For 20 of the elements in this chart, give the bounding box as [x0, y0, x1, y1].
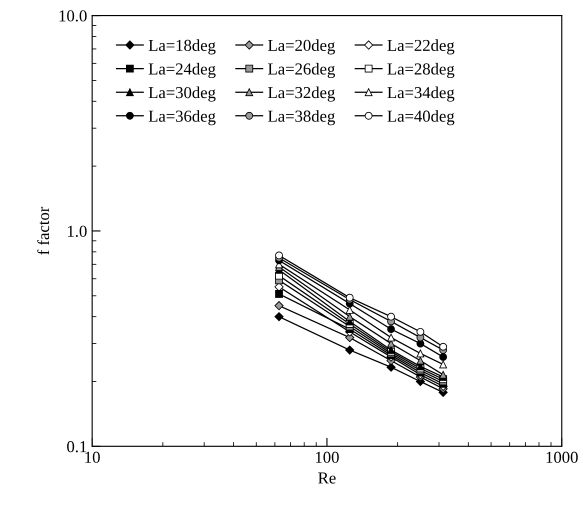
x-tick-label: 1000 — [546, 452, 578, 463]
legend-label: La=28deg — [387, 62, 454, 78]
legend-label: La=18deg — [148, 39, 216, 54]
y-tick-label: 0.1 — [67, 441, 86, 452]
legend-label: La=22deg — [387, 39, 454, 54]
legend-label: La=24deg — [148, 62, 216, 78]
y-axis-title: f factor — [37, 206, 50, 255]
legend-label: La=20deg — [268, 39, 335, 54]
legend-label: La=30deg — [148, 86, 216, 102]
legend-label: La=36deg — [148, 110, 216, 126]
legend-label: La=32deg — [268, 86, 335, 102]
x-axis-title: Re — [318, 472, 336, 484]
legend-label: La=26deg — [268, 62, 335, 78]
y-tick-label: 10.0 — [60, 10, 87, 22]
legend-label: La=40deg — [387, 110, 454, 126]
x-tick-label: 100 — [316, 452, 339, 463]
x-tick-label: 10 — [85, 452, 100, 463]
legend-label: La=34deg — [387, 86, 454, 102]
legend-label: La=38deg — [268, 110, 335, 126]
y-tick-label: 1.0 — [68, 226, 87, 237]
